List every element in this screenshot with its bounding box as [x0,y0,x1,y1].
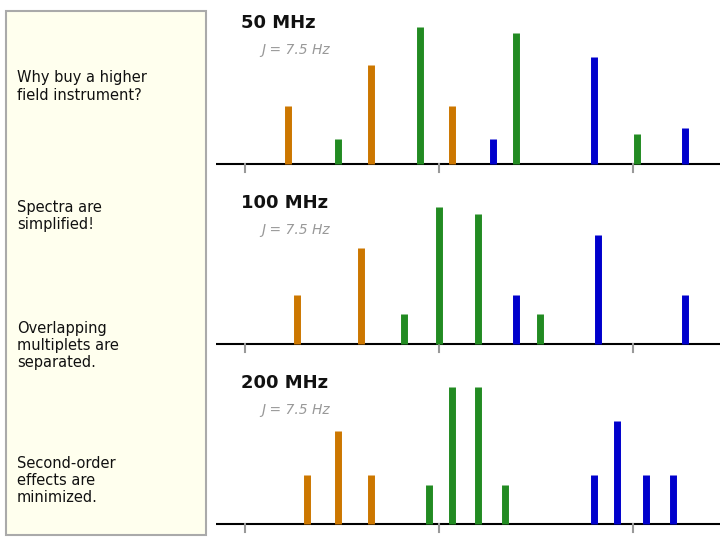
Text: Overlapping
multiplets are
separated.: Overlapping multiplets are separated. [17,321,119,370]
Text: Why buy a higher
field instrument?: Why buy a higher field instrument? [17,70,147,103]
Text: Spectra are
simplified!: Spectra are simplified! [17,200,102,232]
Text: J = 7.5 Hz: J = 7.5 Hz [261,403,330,417]
Text: 200 MHz: 200 MHz [241,374,328,393]
Text: 2: 2 [434,181,444,197]
Text: 3: 3 [240,361,250,376]
Text: 1: 1 [628,361,638,376]
Text: J = 7.5 Hz: J = 7.5 Hz [261,223,330,237]
Text: 1: 1 [628,181,638,197]
Text: 3: 3 [240,181,250,197]
Text: 50 MHz: 50 MHz [241,15,316,32]
Text: Second-order
effects are
minimized.: Second-order effects are minimized. [17,456,116,505]
FancyBboxPatch shape [6,11,206,535]
Text: 100 MHz: 100 MHz [241,194,328,212]
Text: 2: 2 [434,361,444,376]
Text: J = 7.5 Hz: J = 7.5 Hz [261,43,330,57]
